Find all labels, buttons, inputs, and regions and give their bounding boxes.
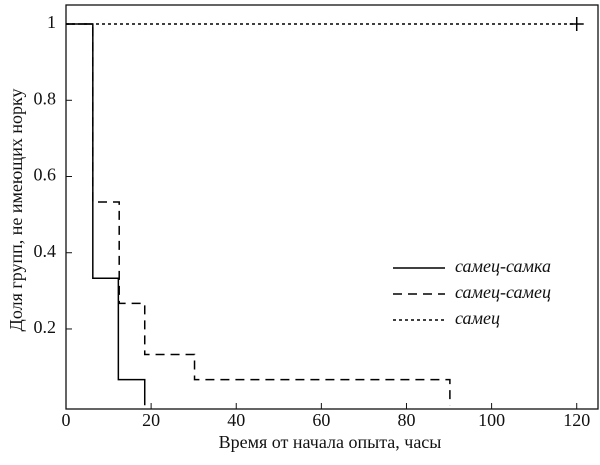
censor-marker xyxy=(569,17,584,32)
x-axis-label: Время от начала опыта, часы xyxy=(219,432,442,452)
y-tick-label: 0.2 xyxy=(34,317,57,337)
y-tick-label: 0.8 xyxy=(34,88,57,108)
x-tick-label: 120 xyxy=(563,410,590,430)
x-tick-label: 40 xyxy=(227,410,245,430)
step-line xyxy=(66,23,451,406)
x-tick-label: 80 xyxy=(397,410,415,430)
legend-label: самец-самка xyxy=(455,256,551,276)
y-axis-label: Доля групп, не имеющих норку xyxy=(6,89,26,332)
y-tick-label: 1 xyxy=(47,12,56,32)
step-line xyxy=(66,23,146,406)
plot-frame xyxy=(65,4,599,410)
x-tick-label: 100 xyxy=(478,410,505,430)
y-tick-label: 0.4 xyxy=(34,241,57,261)
x-tick-label: 20 xyxy=(142,410,160,430)
legend-label: самец-самец xyxy=(455,282,551,302)
x-tick-label: 0 xyxy=(62,410,71,430)
x-tick-label: 60 xyxy=(312,410,330,430)
legend-label: самец xyxy=(455,308,500,328)
y-tick-label: 0.6 xyxy=(34,165,57,185)
